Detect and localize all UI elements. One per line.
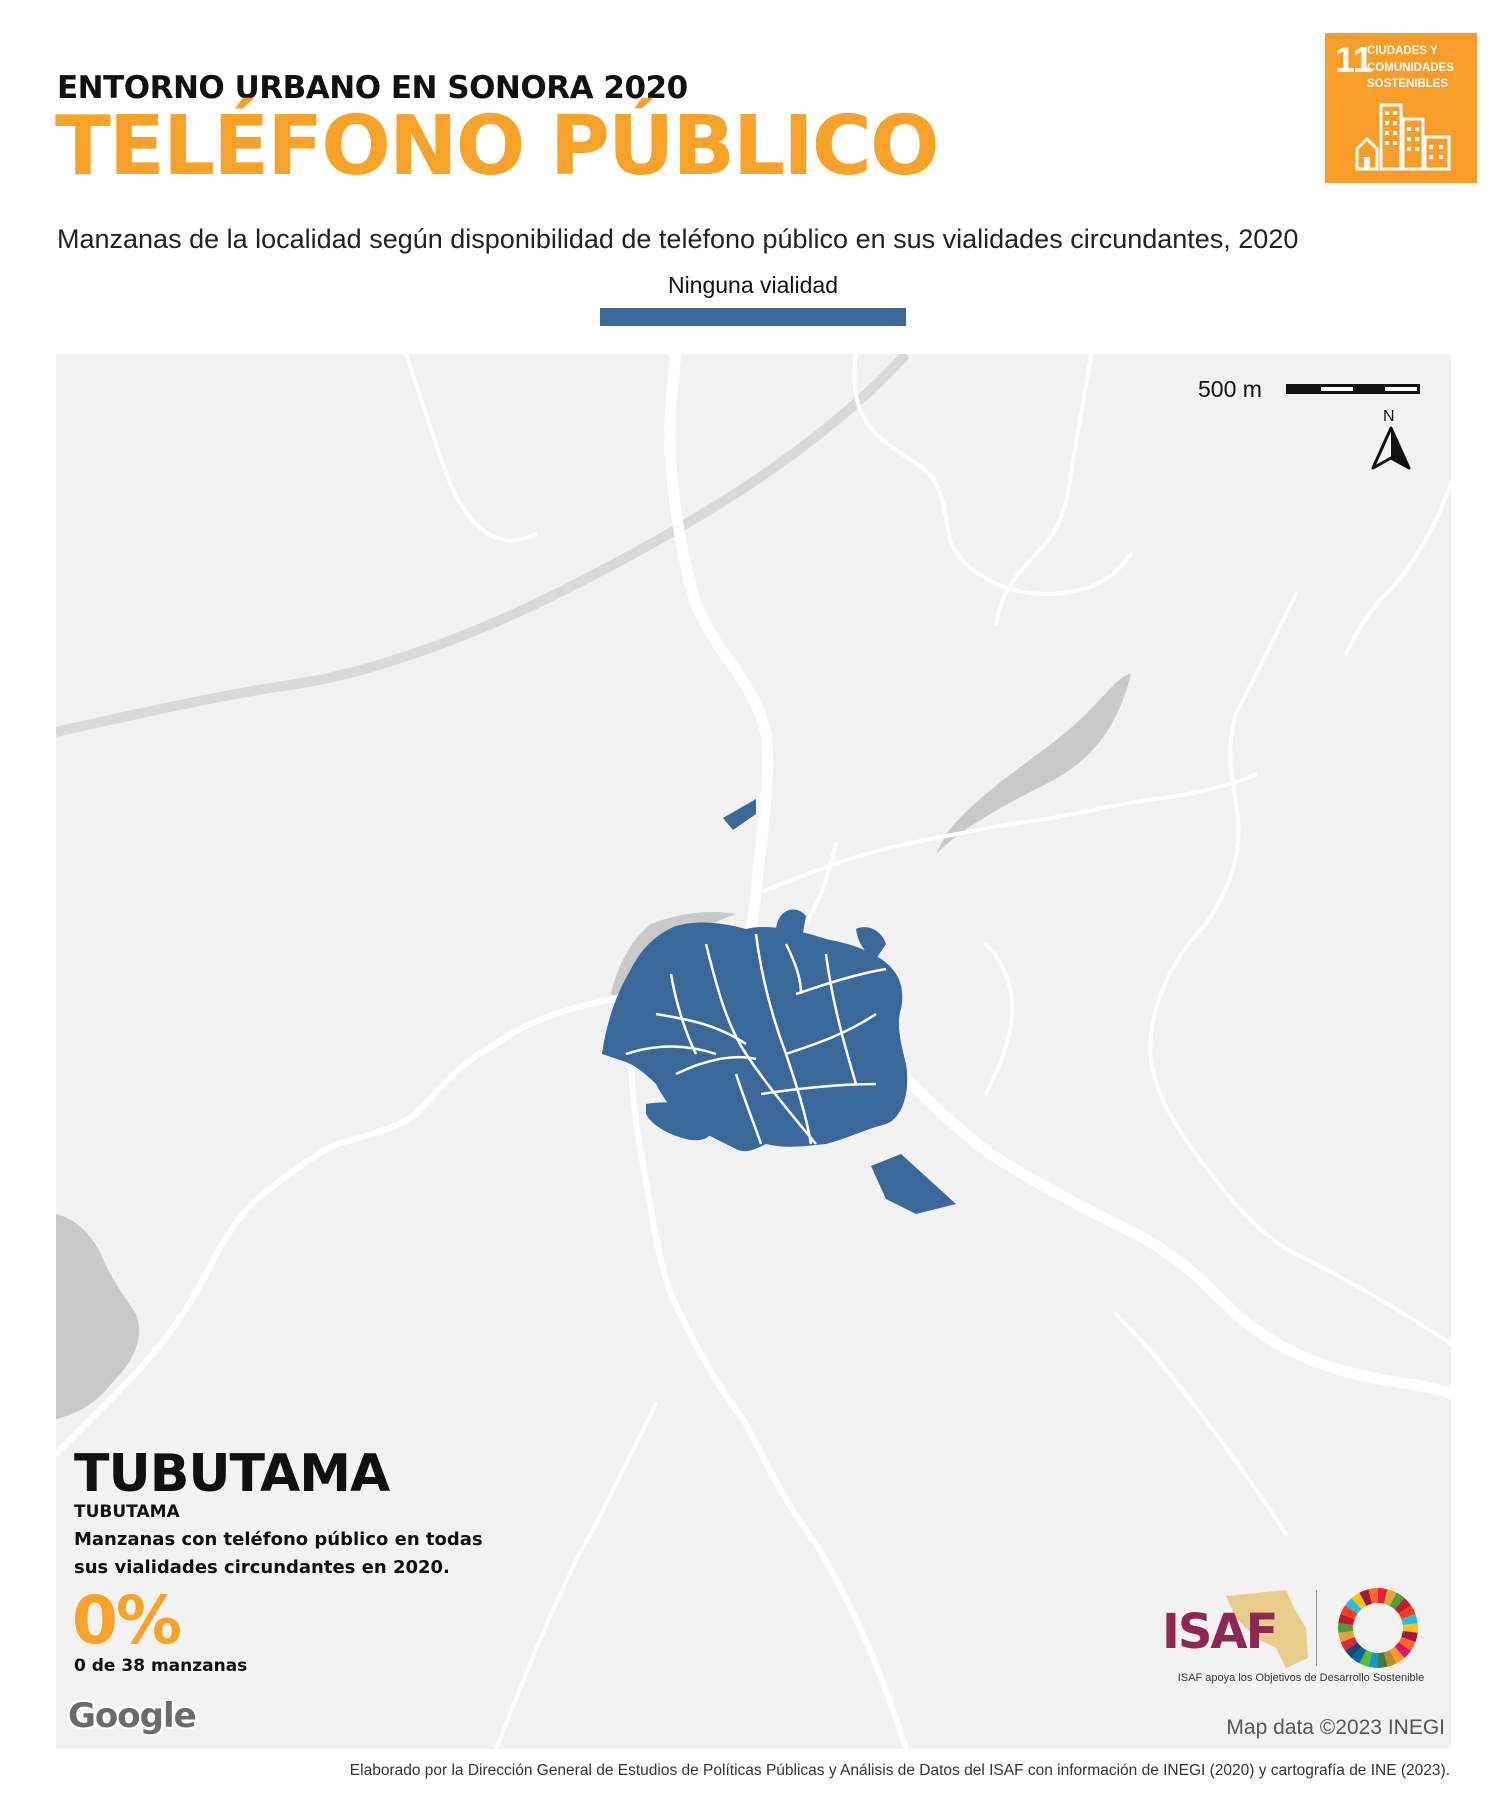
city-block: [723, 799, 756, 830]
road-secondary: [56, 991, 644, 1457]
city-block: [871, 1154, 956, 1214]
page-title: TELÉFONO PÚBLICO: [55, 99, 940, 194]
road-local: [984, 942, 1015, 1096]
river-channel: [611, 912, 736, 995]
city-block: [646, 1102, 716, 1141]
river-channel: [936, 674, 1131, 854]
block-streets: [625, 933, 887, 1145]
road-local: [404, 354, 538, 543]
scale-bar: [1286, 384, 1420, 394]
legend-label: Ninguna vialidad: [667, 272, 839, 298]
road-local: [1344, 482, 1451, 656]
road-secondary: [628, 991, 909, 1749]
municipality-name: TUBUTAMA: [74, 1502, 180, 1522]
sdg-wheel-icon: [1338, 1588, 1418, 1668]
road-local: [494, 1402, 658, 1749]
map[interactable]: 500 m N TUBUTAMA TUBUTAMA Manzanas con t…: [56, 354, 1451, 1749]
isaf-logo-text: ISAF: [1162, 1604, 1278, 1660]
google-logo: Google: [68, 1696, 197, 1736]
reservoir: [56, 1214, 140, 1419]
supertitle: ENTORNO URBANO EN SONORA 2020: [57, 70, 688, 106]
road-secondary: [754, 772, 1258, 896]
road-local: [1148, 592, 1451, 1346]
city-block: [776, 909, 806, 944]
highway: [56, 354, 910, 737]
sdg-text: CIUDADES Y COMUNIDADES SOSTENIBLES: [1367, 45, 1454, 91]
stat-count: 0 de 38 manzanas: [74, 1656, 248, 1676]
road-local: [852, 354, 1133, 596]
north-label: N: [1383, 408, 1395, 425]
scale-label: 500 m: [1198, 376, 1262, 402]
sdg-11-badge: 11 CIUDADES Y COMUNIDADES SOSTENIBLES: [1325, 33, 1477, 183]
north-arrow-icon: [1371, 426, 1411, 470]
stat-description: Manzanas con teléfono público en todas s…: [74, 1529, 483, 1578]
road-local: [1114, 1312, 1288, 1536]
legend-swatch: [600, 308, 906, 326]
stat-percentage: 0%: [72, 1582, 182, 1659]
road-local: [994, 354, 1093, 626]
map-attribution: Map data ©2023 INEGI: [1226, 1716, 1445, 1739]
isaf-logo-block: ISAF: [1156, 1586, 1446, 1696]
isaf-tagline: ISAF apoya los Objetivos de Desarrollo S…: [1177, 1672, 1425, 1684]
water-bodies: [56, 674, 1131, 1419]
sdg-number: 11: [1335, 39, 1374, 80]
divider: [1316, 1590, 1317, 1666]
city-block: [856, 927, 886, 959]
footer-credit: Elaborado por la Dirección General de Es…: [349, 1762, 1450, 1779]
locality-name: TUBUTAMA: [74, 1444, 390, 1504]
city-icon: [1355, 103, 1451, 171]
map-canvas[interactable]: [56, 354, 1451, 1749]
city-blocks: [602, 799, 956, 1214]
road-main-north: [664, 354, 774, 1020]
sonora-map-icon: [1226, 1590, 1308, 1668]
subtitle: Manzanas de la localidad según disponibi…: [57, 224, 1299, 254]
